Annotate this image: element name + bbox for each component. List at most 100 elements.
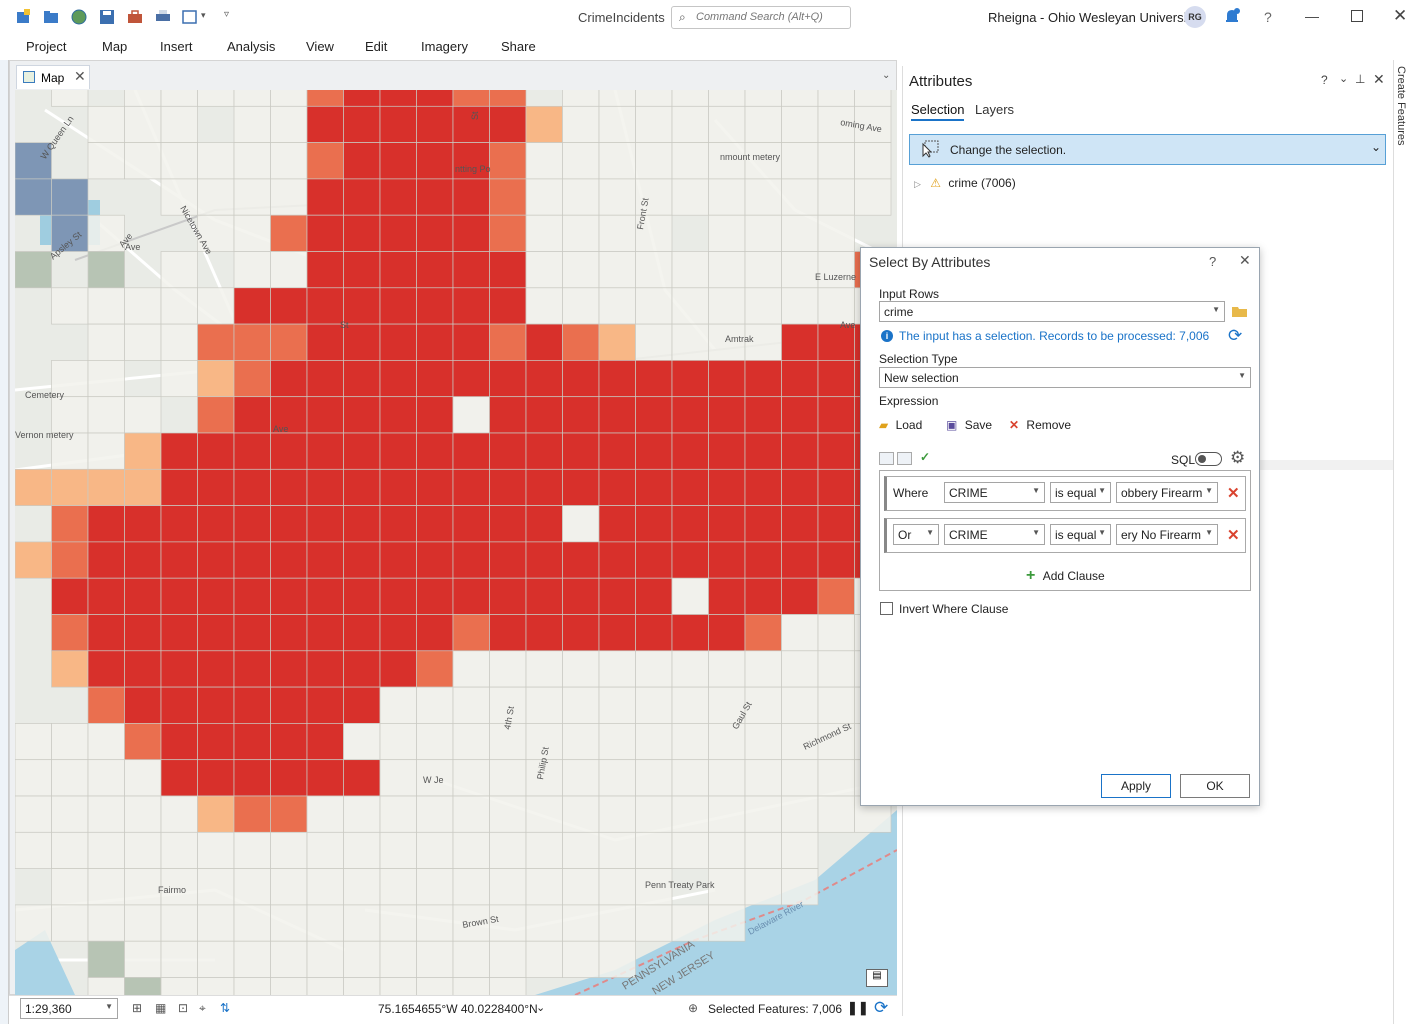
tab-map[interactable]: Map — [102, 39, 128, 54]
map-overview-icon[interactable]: ▤ — [866, 969, 888, 987]
tab-view[interactable]: View — [306, 39, 334, 54]
close-window-icon[interactable]: ✕ — [1393, 6, 1408, 25]
delete-clause-icon[interactable]: ✕ — [1227, 527, 1240, 544]
fixed-zoom-icon[interactable]: ⊞ — [132, 1001, 143, 1015]
save-project-icon[interactable] — [99, 9, 115, 25]
info-text: The input has a selection. Records to be… — [899, 329, 1210, 343]
grid-cell — [562, 686, 600, 724]
layout-icon[interactable] — [182, 9, 198, 25]
avatar[interactable]: RG — [1184, 6, 1206, 28]
remove-expression-button[interactable]: ✕ Remove — [1009, 418, 1072, 432]
grid-cell — [708, 214, 746, 252]
grid-cell — [379, 759, 417, 797]
grid-cell — [562, 614, 600, 652]
map-pane-menu-icon[interactable]: ⌄ — [882, 70, 891, 81]
dialog-close-icon[interactable]: ✕ — [1239, 252, 1251, 268]
command-search-input[interactable]: ⌕ Command Search (Alt+Q) — [671, 6, 851, 29]
open-project-icon[interactable] — [43, 9, 59, 25]
value-select[interactable]: obbery Firearm ▼ — [1116, 482, 1218, 503]
selection-type-select[interactable]: New selection ▼ — [879, 367, 1251, 388]
scale-select[interactable]: 1:29,360 ▼ — [20, 998, 118, 1019]
map-canvas[interactable]: W Queen Ln Apsley St Nicetown Ave Ave Ce… — [15, 90, 897, 995]
ok-button[interactable]: OK — [1180, 774, 1250, 798]
grid-cell — [233, 251, 271, 289]
coordinate-format-icon[interactable]: ⌄ — [536, 1002, 546, 1014]
close-pane-icon[interactable]: ✕ — [1373, 71, 1385, 87]
add-clause-button[interactable]: + Add Clause — [1026, 567, 1105, 584]
delete-clause-icon[interactable]: ✕ — [1227, 485, 1240, 502]
connector-select[interactable]: Or ▼ — [893, 524, 939, 545]
field-select[interactable]: CRIME ▼ — [944, 524, 1045, 545]
sql-mode-icon[interactable] — [897, 452, 912, 465]
grid-cell — [744, 614, 782, 652]
pause-drawing-icon[interactable]: ❚❚ — [847, 1000, 869, 1015]
grid-cell — [379, 650, 417, 688]
create-features-tab[interactable]: Create Features — [1395, 66, 1407, 146]
grid-cell — [233, 614, 271, 652]
value-select[interactable]: ery No Firearm ▼ — [1116, 524, 1218, 545]
save-expression-button[interactable]: ▣ Save — [946, 418, 993, 432]
apply-button[interactable]: Apply — [1101, 774, 1171, 798]
help-icon[interactable]: ? — [1264, 9, 1272, 25]
navigation-icon[interactable]: ⇅ — [220, 1001, 231, 1015]
toolbox-icon[interactable] — [127, 9, 143, 25]
snapping-icon[interactable]: ⊡ — [178, 1001, 189, 1015]
close-map-tab-icon[interactable]: ✕ — [74, 68, 86, 84]
expand-icon[interactable]: ▷ — [914, 179, 921, 189]
grid-cell — [87, 287, 125, 325]
grid-cell — [343, 723, 381, 761]
tab-share[interactable]: Share — [501, 39, 536, 54]
change-selection-dropdown[interactable]: Change the selection. ⌄ — [909, 134, 1386, 165]
grid-cell — [489, 287, 527, 325]
map-view-tab[interactable]: Map ✕ — [16, 65, 90, 89]
tab-insert[interactable]: Insert — [160, 39, 193, 54]
tab-edit[interactable]: Edit — [365, 39, 388, 54]
operator-select[interactable]: is equal ▼ — [1050, 482, 1111, 503]
layout-dropdown-icon[interactable]: ▾ — [201, 10, 206, 20]
grid-cell — [87, 723, 125, 761]
tab-imagery[interactable]: Imagery — [421, 39, 468, 54]
print-icon[interactable] — [155, 9, 171, 25]
clause-mode-icon[interactable] — [879, 452, 894, 465]
minimize-icon[interactable]: — — [1305, 8, 1319, 24]
load-button[interactable]: ▰ Load — [879, 418, 923, 432]
settings-gear-icon[interactable]: ⚙ — [1230, 448, 1246, 467]
tab-project[interactable]: Project — [26, 39, 67, 54]
folder-icon[interactable] — [1231, 303, 1249, 322]
layer-tree-node[interactable]: ▷ ⚠ crime (7006) — [914, 176, 1016, 190]
refresh-map-icon[interactable]: ⟳ — [874, 998, 889, 1017]
invert-where-checkbox[interactable] — [880, 602, 893, 615]
maximize-icon[interactable] — [1351, 10, 1363, 22]
new-project-icon[interactable] — [15, 9, 31, 25]
grid-cell — [197, 396, 235, 434]
pane-options-icon[interactable]: ⌄ — [1339, 73, 1349, 85]
crosshair-icon[interactable]: ⌖ — [199, 1001, 206, 1015]
field-select[interactable]: CRIME ▼ — [944, 482, 1045, 503]
map-icon — [23, 71, 35, 83]
operator-select[interactable]: is equal ▼ — [1050, 524, 1111, 545]
user-name[interactable]: Rheigna - Ohio Wesleyan University — [988, 10, 1197, 25]
customize-toolbar-icon[interactable]: ▿ — [224, 9, 230, 20]
globe-icon[interactable] — [71, 9, 87, 25]
pane-help-icon[interactable]: ? — [1321, 73, 1328, 87]
pin-icon[interactable]: ⊥ — [1355, 72, 1366, 86]
river-water — [535, 810, 897, 995]
tab-layers[interactable]: Layers — [975, 102, 1015, 117]
notification-bell-icon[interactable] — [1224, 7, 1240, 30]
tab-selection[interactable]: Selection — [911, 102, 965, 121]
dialog-help-icon[interactable]: ? — [1209, 254, 1217, 269]
grid-cell — [489, 105, 527, 143]
grid-cell — [817, 577, 855, 615]
grid-cell — [525, 650, 563, 688]
grid-cell — [197, 977, 235, 995]
refresh-icon[interactable]: ⟳ — [1228, 326, 1243, 345]
grid-icon[interactable]: ▦ — [155, 1001, 167, 1015]
verify-check-icon[interactable]: ✓ — [920, 450, 931, 464]
input-rows-select[interactable]: crime ▼ — [879, 301, 1225, 322]
grid-cell — [197, 577, 235, 615]
grid-cell — [197, 940, 235, 978]
grid-cell — [15, 759, 52, 797]
grid-cell — [489, 541, 527, 579]
tab-analysis[interactable]: Analysis — [227, 39, 276, 54]
sql-toggle[interactable] — [1195, 452, 1222, 466]
